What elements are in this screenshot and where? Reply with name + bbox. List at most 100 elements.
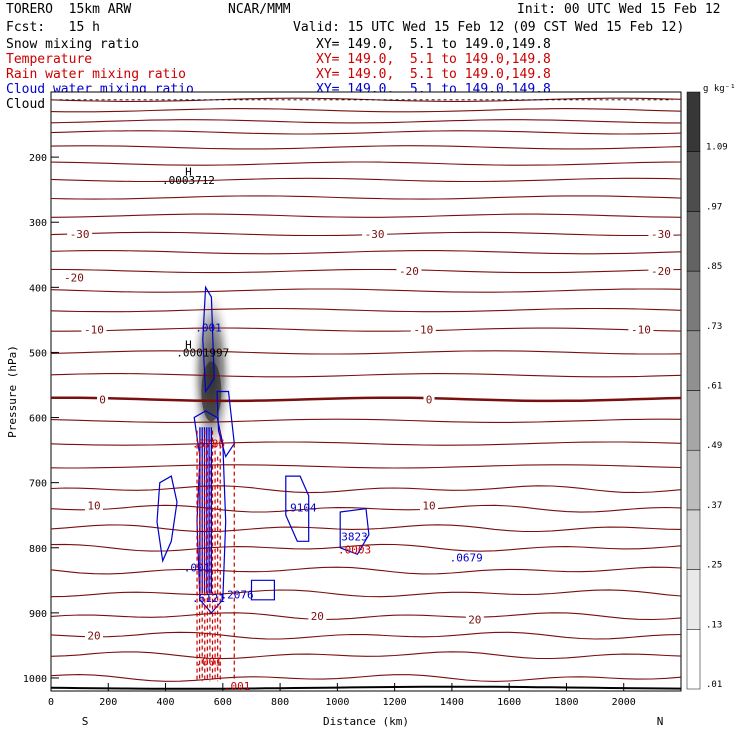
isotherm-label: -10 [413,324,433,337]
y-tick-label: 900 [29,609,47,620]
center-label: NCAR/MMM [228,2,291,17]
valid-label: Valid: 15 UTC Wed 15 Feb 12 (09 CST Wed … [293,20,685,35]
extremum-label: .5786 [192,438,225,451]
extremum-label: .6121 [192,592,225,605]
y-tick-label: 400 [29,283,47,294]
extremum-label: H [185,165,192,178]
isotherm-label: 0 [426,393,433,406]
colorbar-label: .73 [706,322,722,332]
y-tick-label: 1000 [23,674,47,685]
init-label: Init: 00 UTC Wed 15 Feb 12 [517,2,721,17]
isotherm-line [50,524,682,533]
x-tick-label: 2000 [612,697,636,708]
cloud-water-contour [216,390,235,459]
isotherm-line [50,373,682,378]
colorbar-label: .97 [706,202,722,212]
extremum-label: .0001997 [176,346,229,359]
isotherm-line [50,566,682,575]
x-axis-title: Distance (km) [323,715,409,728]
isotherm-label: -10 [84,324,104,337]
isotherm-line [50,288,682,293]
legend-xy-range: XY= 149.0, 5.1 to 149.0,149.8 [316,52,551,67]
isotherm-label-bg [308,610,327,623]
isotherm-line [50,307,682,313]
x-tick-label: 400 [157,697,175,708]
x-tick-label: 1200 [383,697,407,708]
colorbar-segment [686,330,701,391]
isotherm-label-bg [67,227,93,240]
south-label: S [82,715,89,728]
isotherm-label: -20 [64,272,84,285]
isotherm-line [50,464,682,469]
extremum-label: H [185,339,192,352]
isotherm-line [50,119,681,124]
y-tick-label: 200 [29,153,47,164]
colorbar-label: .37 [706,501,722,511]
y-tick-label: 600 [29,414,47,425]
extremum-label: .2076 [221,589,254,602]
isotherm-label: 20 [311,610,324,623]
cloud-water-contour [193,410,227,614]
extremum-label: .001 [195,656,222,669]
isotherm-line [50,651,682,660]
isotherm-label-bg [648,265,674,278]
colorbar-segment [686,449,701,511]
isotherm-label-bg [420,499,438,512]
isotherm-label: -30 [365,228,385,241]
colorbar-label: .85 [706,262,722,272]
isotherm-line [50,441,682,446]
colorbar-segment [686,569,701,630]
isotherm-line [50,213,682,218]
x-tick-label: 1800 [554,697,578,708]
extremum-label: 3823 [341,531,368,544]
isotherm-line [50,161,682,166]
x-tick-label: 0 [48,697,54,708]
snow-shading-core [201,361,222,422]
isotherm-label: 10 [422,499,435,512]
forecast-label: Fcst: 15 h [6,20,100,35]
isotherm-label: -10 [631,324,651,337]
cloud-water-contour [339,508,370,556]
x-tick-label: 800 [271,697,289,708]
x-tick-label: 1400 [440,697,464,708]
extremum-label: .0679 [450,552,483,565]
isotherm-label-bg [423,393,435,406]
colorbar-label: .25 [706,561,722,571]
colorbar-unit: g kg⁻¹ [703,84,736,94]
y-tick-label: 800 [29,544,47,555]
x-tick-label: 600 [214,697,232,708]
isotherm-line [51,327,682,332]
isotherm-label: 10 [87,499,100,512]
y-tick-label: 500 [29,348,47,359]
isotherm-label-bg [648,227,674,240]
isotherm-label-bg [362,227,388,240]
colorbar-segment [686,509,701,570]
isotherm-label-bg [81,323,107,336]
isotherm-line [50,631,682,640]
cloud-water-contour [202,285,215,394]
model-label: TORERO 15km ARW [6,2,132,17]
legend-xy-range: XY= 149.0, 5.1 to 149.0,149.8 [316,37,551,52]
isotherm-label: -30 [70,228,90,241]
isotherm-label-bg [410,323,436,336]
colorbar-label: 1.09 [706,143,728,153]
cloud-water-contour [250,579,275,601]
isotherm-label-bg [84,499,103,512]
legend-field-name: Rain water mixing ratio [6,67,187,82]
isotherm-label: -20 [399,265,419,278]
extremum-label: .0003 [338,544,371,557]
isotherm-label: -30 [651,228,671,241]
isotherm-label-bg [61,271,87,284]
colorbar-segment [686,151,701,212]
isotherm-line [50,418,682,423]
y-axis-title: Pressure (hPa) [6,345,19,438]
colorbar-segment [686,211,701,272]
colorbar-segment [686,91,701,152]
isotherm-line [50,350,682,355]
x-tick-label: 200 [99,697,117,708]
isotherm-line [50,145,682,150]
y-tick-label: 700 [29,479,47,490]
isotherm-line [50,250,682,255]
cloud-water-contour [156,475,178,563]
north-label: N [657,715,664,728]
